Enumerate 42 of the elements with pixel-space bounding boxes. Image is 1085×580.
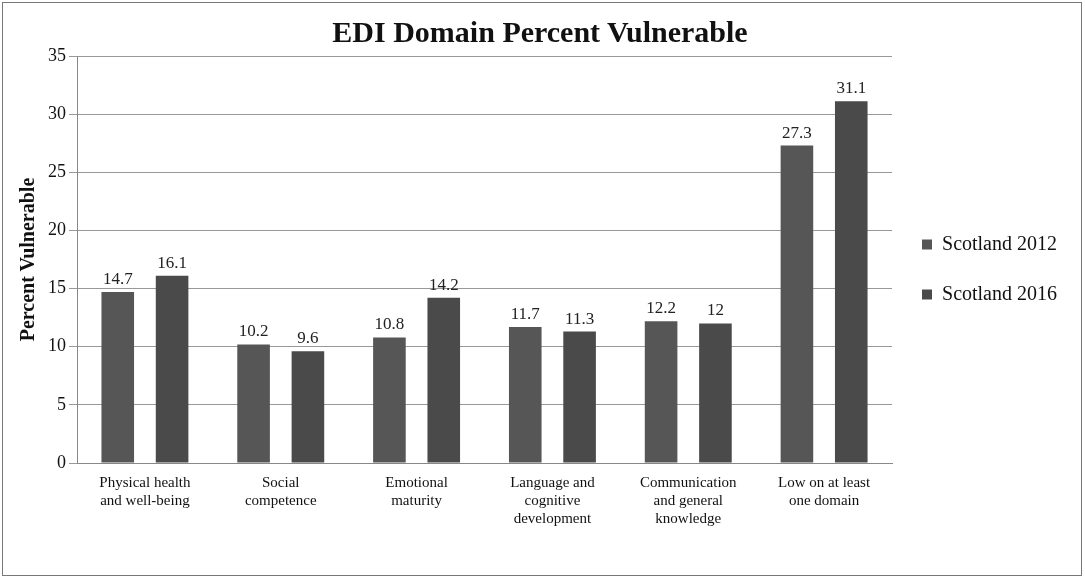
bar <box>699 323 732 463</box>
bar <box>101 292 135 463</box>
bar <box>644 321 678 463</box>
legend-label: Scotland 2016 <box>942 281 1058 304</box>
x-tick-label: Communication and general knowledge <box>639 473 738 526</box>
data-label: 14.7 <box>102 269 134 289</box>
bar <box>563 331 596 463</box>
y-tick-label: 0 <box>57 451 66 472</box>
data-label: 12.2 <box>646 298 676 318</box>
bar <box>508 326 542 463</box>
legend-label: Scotland 2012 <box>942 231 1058 254</box>
data-label: 27.3 <box>782 122 812 142</box>
bar <box>834 101 868 463</box>
y-tick-label: 25 <box>48 161 66 182</box>
y-tick-label: 30 <box>48 102 66 123</box>
y-tick-label: 15 <box>48 277 66 298</box>
data-label: 10.8 <box>374 314 405 334</box>
bar <box>780 145 814 463</box>
x-tick-label: Low on at least one domain <box>778 473 871 508</box>
data-label: 14.2 <box>428 274 459 294</box>
data-label: 12 <box>706 300 724 320</box>
data-label: 11.3 <box>565 308 595 328</box>
x-tick-label: Physical health and well-being <box>99 473 192 508</box>
data-label: 11.7 <box>510 303 541 323</box>
data-label: 31.1 <box>836 78 867 98</box>
y-tick-label: 5 <box>57 393 66 414</box>
chart-title: EDI Domain Percent Vulnerable <box>332 14 748 48</box>
bar <box>155 275 189 463</box>
bar <box>373 337 406 463</box>
y-tick-label: 20 <box>48 219 66 240</box>
data-label: 9.6 <box>297 328 319 348</box>
data-label: 16.1 <box>157 252 187 272</box>
bar <box>237 344 270 463</box>
y-axis-title: Percent Vulnerable <box>16 177 39 342</box>
y-tick-label: 35 <box>48 44 66 65</box>
x-tick-label: Language and cognitive development <box>510 473 596 526</box>
x-tick-label: Emotional maturity <box>385 473 448 508</box>
bar <box>427 297 461 463</box>
x-tick-label: Social competence <box>244 473 317 508</box>
data-label: 10.2 <box>238 321 269 341</box>
y-tick-label: 10 <box>48 335 66 356</box>
bar <box>291 351 325 463</box>
